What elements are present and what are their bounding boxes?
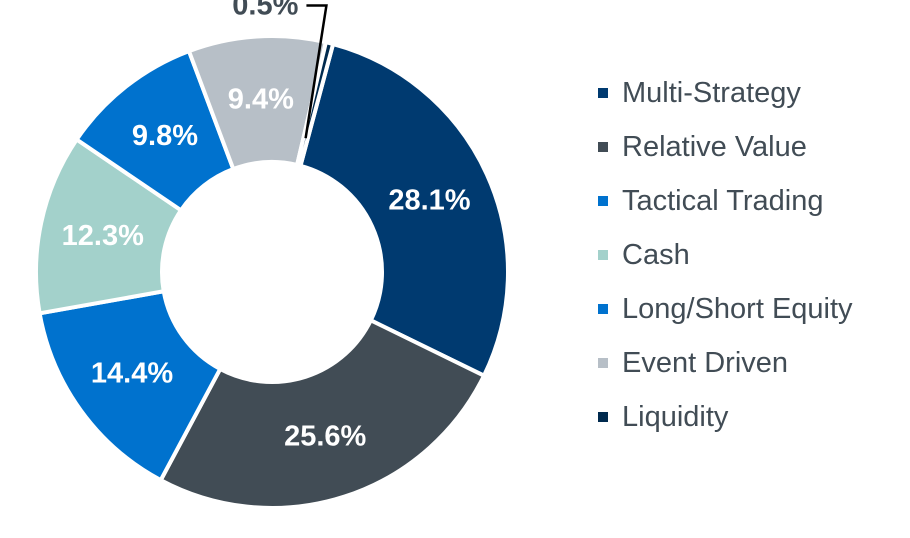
legend-swatch [598, 142, 608, 152]
legend-label: Liquidity [622, 400, 729, 433]
legend-label: Long/Short Equity [622, 292, 853, 325]
donut-slices [34, 34, 510, 510]
legend-item-multi-strategy: Multi-Strategy [598, 66, 853, 120]
slice-label-tactical-trading: 14.4% [91, 358, 173, 390]
slice-label-liquidity: 0.5% [232, 0, 298, 21]
chart-legend: Multi-Strategy Relative Value Tactical Tra… [598, 66, 853, 444]
legend-swatch [598, 304, 608, 314]
legend-swatch [598, 196, 608, 206]
leader-line-liquidity [304, 4, 328, 139]
legend-label: Cash [622, 238, 690, 271]
legend-swatch [598, 358, 608, 368]
legend-item-tactical-trading: Tactical Trading [598, 174, 853, 228]
legend-item-liquidity: Liquidity [598, 390, 853, 444]
legend-label: Tactical Trading [622, 184, 824, 217]
legend-swatch [598, 250, 608, 260]
legend-item-event-driven: Event Driven [598, 336, 853, 390]
slice-labels: 28.1% 25.6% 14.4% 12.3% 9.8% 9.4% 0.5% [62, 0, 471, 453]
legend-swatch [598, 88, 608, 98]
slice-tactical-trading [37, 288, 223, 483]
legend-label: Event Driven [622, 346, 789, 379]
legend-label: Relative Value [622, 130, 807, 163]
legend-item-long-short-equity: Long/Short Equity [598, 282, 853, 336]
legend-item-relative-value: Relative Value [598, 120, 853, 174]
callout-leader-lines [304, 4, 328, 139]
slice-label-relative-value: 25.6% [284, 421, 366, 453]
slice-multi-strategy [298, 41, 510, 379]
legend-item-cash: Cash [598, 228, 853, 282]
slice-label-cash: 12.3% [62, 220, 144, 252]
slice-label-long-short-equity: 9.8% [132, 120, 198, 152]
legend-label: Multi-Strategy [622, 76, 801, 109]
slice-label-multi-strategy: 28.1% [388, 184, 470, 216]
slice-cash [34, 136, 184, 316]
slice-relative-value [158, 317, 487, 510]
slice-label-event-driven: 9.4% [228, 83, 294, 115]
legend-swatch [598, 412, 608, 422]
